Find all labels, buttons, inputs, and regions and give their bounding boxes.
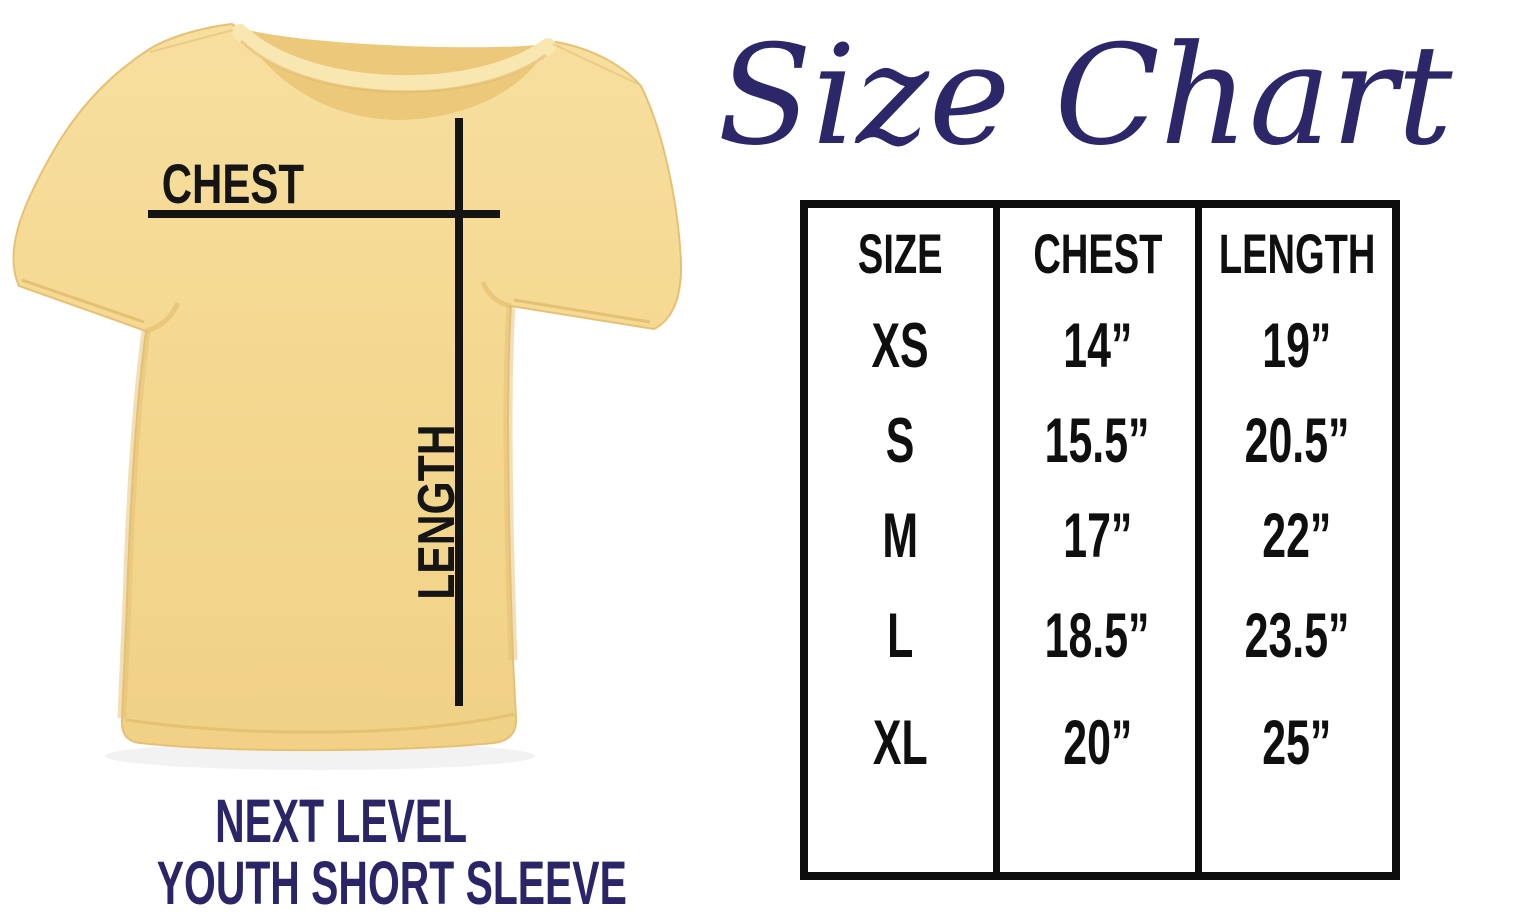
length-value-s: 20.5” <box>1244 405 1350 476</box>
product-name-line1: NEXT LEVEL <box>214 787 468 855</box>
size-chart-title: Size Chart <box>717 15 1453 176</box>
size-value-xs: XS <box>871 310 930 381</box>
shirt-collar <box>232 24 556 92</box>
right-side-shade <box>503 305 518 661</box>
left-armpit-shade <box>145 301 181 334</box>
size-value-m: M <box>882 500 919 571</box>
chest-measure-label: CHEST <box>138 156 304 212</box>
length-measure-label: LENGTH <box>408 424 466 599</box>
length-value-m: 22” <box>1262 500 1332 571</box>
shirt-collar-seam <box>239 39 547 94</box>
chest-value-s: 15.5” <box>1045 405 1150 476</box>
left-side-shade <box>117 330 151 719</box>
length-value-l: 23.5” <box>1244 600 1350 671</box>
column-divider <box>1195 208 1202 872</box>
chest-column-header: CHEST <box>1032 221 1163 285</box>
chest-value-l: 18.5” <box>1045 600 1150 671</box>
length-value-xs: 19” <box>1262 310 1332 381</box>
chest-value-xl: 20” <box>1062 708 1133 778</box>
chest-value-xs: 14” <box>1062 310 1133 381</box>
product-name: NEXT LEVEL YOUTH SHORT SLEEVE <box>41 790 641 914</box>
shirt-neck-back <box>240 28 548 120</box>
right-armpit-shade <box>480 280 512 309</box>
bottom-hem-seam <box>125 712 515 734</box>
length-column: LENGTH 19” 20.5” 22” 23.5” 25” <box>1202 208 1392 872</box>
size-column-header: SIZE <box>858 221 943 285</box>
size-value-s: S <box>886 405 915 476</box>
length-column-header: LENGTH <box>1218 221 1376 285</box>
length-measure-label-text: LENGTH <box>408 424 466 600</box>
length-measure-line <box>455 118 463 706</box>
right-shoulder-seam <box>552 43 639 85</box>
size-value-xl: XL <box>873 708 928 778</box>
left-sleeve-seam <box>21 278 145 324</box>
chest-measure-line <box>148 210 500 218</box>
chest-value-m: 17” <box>1062 500 1133 571</box>
chest-column: CHEST 14” 15.5” 17” 18.5” 20” <box>1000 208 1195 872</box>
size-column: SIZE XS S M L XL <box>808 208 993 872</box>
shirt-body <box>12 22 683 752</box>
right-sleeve-seam <box>513 298 651 324</box>
chest-measure-label-text: CHEST <box>161 152 305 215</box>
column-divider <box>993 208 1000 872</box>
left-shoulder-seam <box>149 29 234 53</box>
size-value-l: L <box>887 600 914 671</box>
tshirt-image <box>12 22 683 770</box>
length-value-xl: 25” <box>1262 708 1332 778</box>
size-table: SIZE XS S M L XL CHEST 14” 15.5” 17” 18.… <box>800 200 1400 880</box>
product-name-line2: YOUTH SHORT SLEEVE <box>156 849 627 915</box>
